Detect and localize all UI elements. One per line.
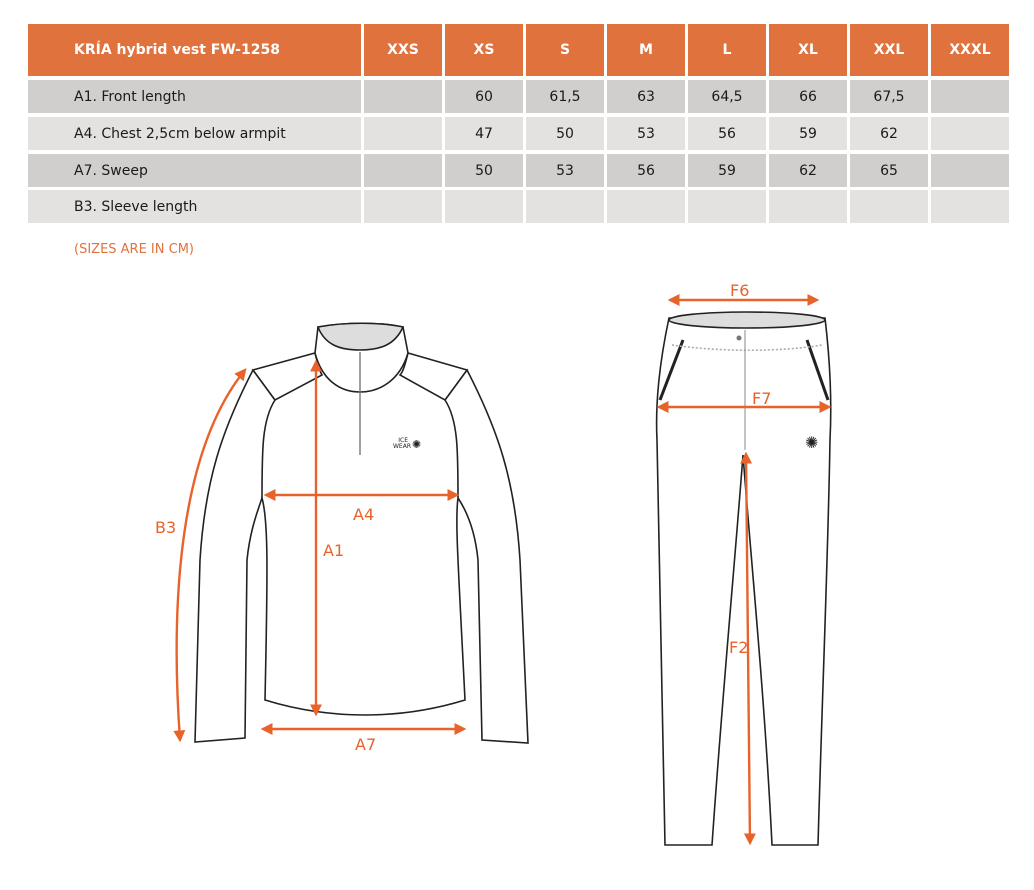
a7-label: A7 [355,735,376,754]
table-cell [931,154,1009,187]
table-cell: 56 [688,117,766,150]
table-cell: 65 [850,154,928,187]
jacket-body [261,352,466,716]
snowflake-icon: ✺ [805,433,818,452]
size-header-xl: XL [769,24,847,76]
jacket-measures [173,359,467,743]
table-cell [364,117,442,150]
table-cell [931,117,1009,150]
f7-label: F7 [752,389,771,408]
table-cell: 50 [445,154,523,187]
table-cell: 63 [607,80,685,113]
table-cell [526,190,604,223]
table-cell [364,80,442,113]
pants-waist [668,311,826,329]
jacket-drawing [194,322,529,744]
table-cell: 62 [769,154,847,187]
table-cell: 62 [850,117,928,150]
f2-arrow [740,451,756,846]
table-cell [931,190,1009,223]
size-header-xxxl: XXXL [931,24,1009,76]
table-cell: 59 [688,154,766,187]
table-cell: 67,5 [850,80,928,113]
table-cell [688,190,766,223]
jacket-left-sleeve [194,368,276,743]
jacket-collar-inner [316,322,405,351]
table-cell: 66 [769,80,847,113]
a4-label: A4 [353,505,374,524]
size-header-xs: XS [445,24,523,76]
table-cell: 64,5 [688,80,766,113]
units-note: (SIZES ARE IN CM) [74,242,194,257]
pants-left-pocket [658,339,685,401]
size-header-xxs: XXS [364,24,442,76]
jacket-right-sleeve [444,368,529,744]
table-cell [364,190,442,223]
a1-label: A1 [323,541,344,560]
logo-text-ice: ICE [398,437,408,444]
row-label: A1. Front length [28,80,361,113]
table-cell: 50 [526,117,604,150]
row-label: A7. Sweep [28,154,361,187]
row-label: A4. Chest 2,5cm below armpit [28,117,361,150]
f6-label: F6 [730,281,749,300]
table-cell: 56 [607,154,685,187]
row-label: B3. Sleeve length [28,190,361,223]
pants-drawing: ✺ [655,311,832,846]
size-header-s: S [526,24,604,76]
table-cell: 60 [445,80,523,113]
table-cell: 59 [769,117,847,150]
size-header-xxl: XXL [850,24,928,76]
table-cell [364,154,442,187]
pants-right-pocket [805,339,830,401]
pants-measures [656,294,832,846]
ice-wear-logo: ICE WEAR ✺ [393,437,421,451]
logo-text-wear: WEAR [393,443,411,450]
table-cell: 53 [526,154,604,187]
pants-outline [655,317,832,846]
table-title: KRÍA hybrid vest FW-1258 [28,24,361,76]
table-cell: 47 [445,117,523,150]
size-header-m: M [607,24,685,76]
snowflake-icon: ✺ [412,438,421,451]
table-cell [445,190,523,223]
b3-label: B3 [155,518,176,537]
table-cell [931,80,1009,113]
table-cell [607,190,685,223]
table-cell: 53 [607,117,685,150]
table-cell [769,190,847,223]
table-cell: 61,5 [526,80,604,113]
table-cell [850,190,928,223]
b3-arrow [173,368,247,743]
f2-label: F2 [729,638,748,657]
size-header-l: L [688,24,766,76]
pants-button [736,335,742,341]
